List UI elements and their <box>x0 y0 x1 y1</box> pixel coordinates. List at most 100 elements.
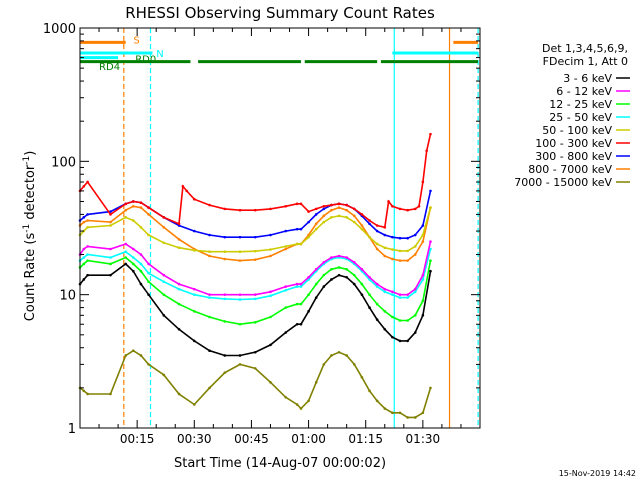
series-4-point-15 <box>269 248 272 251</box>
series-2-point-28 <box>375 302 379 306</box>
series-5-point-21 <box>307 210 310 213</box>
series-7-point-2 <box>86 219 89 222</box>
series-2-point-27 <box>368 293 371 296</box>
series-5-point-22 <box>314 207 318 211</box>
series-2-point-26 <box>360 282 364 286</box>
x-axis-label: Start Time (14-Aug-07 00:00:02) <box>174 456 386 471</box>
series-0-point-6 <box>139 282 143 286</box>
series-1-point-23 <box>337 254 341 258</box>
series-1-point-16 <box>284 285 288 288</box>
series-0-point-24 <box>345 275 348 279</box>
series-3-point-10 <box>192 293 196 296</box>
series-2-point-19 <box>307 293 310 296</box>
series-0-point-4 <box>124 262 128 266</box>
series-1-point-28 <box>375 282 379 286</box>
series-7-point-9 <box>177 238 181 241</box>
series-8-point-26 <box>360 376 364 379</box>
series-8-point-33 <box>413 416 417 419</box>
series-6-point-1 <box>82 216 86 219</box>
series-4-point-9 <box>177 246 181 250</box>
series-2-point-21 <box>322 273 326 277</box>
series-8-point-18 <box>299 407 303 410</box>
series-3-point-29 <box>383 290 387 294</box>
series-4-point-29 <box>383 246 387 250</box>
series-5-point-35 <box>406 208 409 212</box>
series-4-point-30 <box>391 248 394 251</box>
series-5-point-28 <box>360 213 364 216</box>
series-6-point-29 <box>383 233 387 237</box>
series-1-point-15 <box>269 290 272 294</box>
series-1-point-22 <box>330 256 333 259</box>
series-8-point-14 <box>253 367 257 370</box>
series-8-point-32 <box>406 416 409 419</box>
series-8-point-30 <box>391 411 394 415</box>
series-3-point-13 <box>238 298 242 301</box>
series-4-point-32 <box>406 249 409 253</box>
series-2-point-25 <box>352 273 356 277</box>
y-tick-label-0: 1 <box>68 422 76 437</box>
series-5-point-2 <box>86 180 89 184</box>
series-3-point-16 <box>284 288 288 292</box>
series-5-point-25 <box>337 202 341 206</box>
series-0-point-1 <box>82 278 86 281</box>
series-7-point-7 <box>147 213 150 216</box>
series-8-point-10 <box>192 403 196 406</box>
series-5-point-4 <box>124 202 128 206</box>
series-3-point-17 <box>295 285 299 288</box>
series-3-point-15 <box>269 294 272 298</box>
series-0-point-8 <box>162 314 166 317</box>
series-8-point-11 <box>208 386 211 390</box>
series-4-point-11 <box>208 250 211 254</box>
x-tick-label-4: 01:15 <box>348 432 383 446</box>
series-3-point-3 <box>109 256 112 259</box>
series-5-point-5 <box>132 200 135 203</box>
series-6-point-30 <box>391 235 394 239</box>
series-7-point-14 <box>253 258 257 261</box>
y-axis-label-b: detector <box>23 164 38 224</box>
legend-label-5: 100 - 300 keV <box>535 137 612 150</box>
series-2-point-15 <box>269 315 272 319</box>
series-4-point-26 <box>360 227 364 231</box>
series-5-point-38 <box>421 180 425 184</box>
series-0-point-7 <box>147 293 150 296</box>
series-3-point-5 <box>132 256 135 259</box>
series-4-point-27 <box>368 235 371 239</box>
series-5-point-37 <box>417 204 421 208</box>
series-5-point-29 <box>368 219 371 222</box>
series-7-point-32 <box>406 259 409 262</box>
legend-label-7: 800 - 7000 keV <box>528 163 612 176</box>
series-4-point-31 <box>398 249 402 253</box>
series-3-point-8 <box>162 280 166 284</box>
series-8-point-24 <box>345 354 348 357</box>
series-8-point-4 <box>124 354 128 357</box>
series-7-point-24 <box>345 208 348 212</box>
series-0-point-30 <box>391 335 394 339</box>
y-axis-label-c: ) <box>23 151 38 156</box>
series-line-4 <box>79 207 432 253</box>
legend-label-1: 6 - 12 keV <box>556 85 612 98</box>
series-8-point-29 <box>383 407 387 410</box>
series-4-point-17 <box>295 242 299 246</box>
series-2-point-2 <box>86 259 89 262</box>
series-2-point-11 <box>208 315 211 319</box>
series-1-point-21 <box>322 260 326 264</box>
series-3-point-33 <box>413 290 417 294</box>
series-7-point-16 <box>284 247 288 251</box>
series-0-point-14 <box>253 350 257 354</box>
x-tick-label-5: 01:30 <box>406 432 441 446</box>
series-0-point-26 <box>360 293 364 296</box>
series-6-point-10 <box>192 229 196 233</box>
series-6-point-19 <box>307 220 310 224</box>
legend: Det 1,3,4,5,6,9,FDecim 1, Att 0 3 - 6 keV… <box>514 42 630 189</box>
series-0-point-28 <box>375 318 379 321</box>
series-6-point-2 <box>86 213 89 216</box>
series-8-point-5 <box>132 349 135 352</box>
series-4-point-21 <box>322 220 326 224</box>
series-7-point-12 <box>223 257 227 261</box>
series-line-1 <box>79 241 432 296</box>
series-4-point-28 <box>375 242 379 246</box>
series-5-point-9 <box>177 222 181 226</box>
series-0-point-19 <box>307 310 310 313</box>
annotation-2: RD0 <box>135 55 156 66</box>
series-8-point-15 <box>269 381 272 384</box>
